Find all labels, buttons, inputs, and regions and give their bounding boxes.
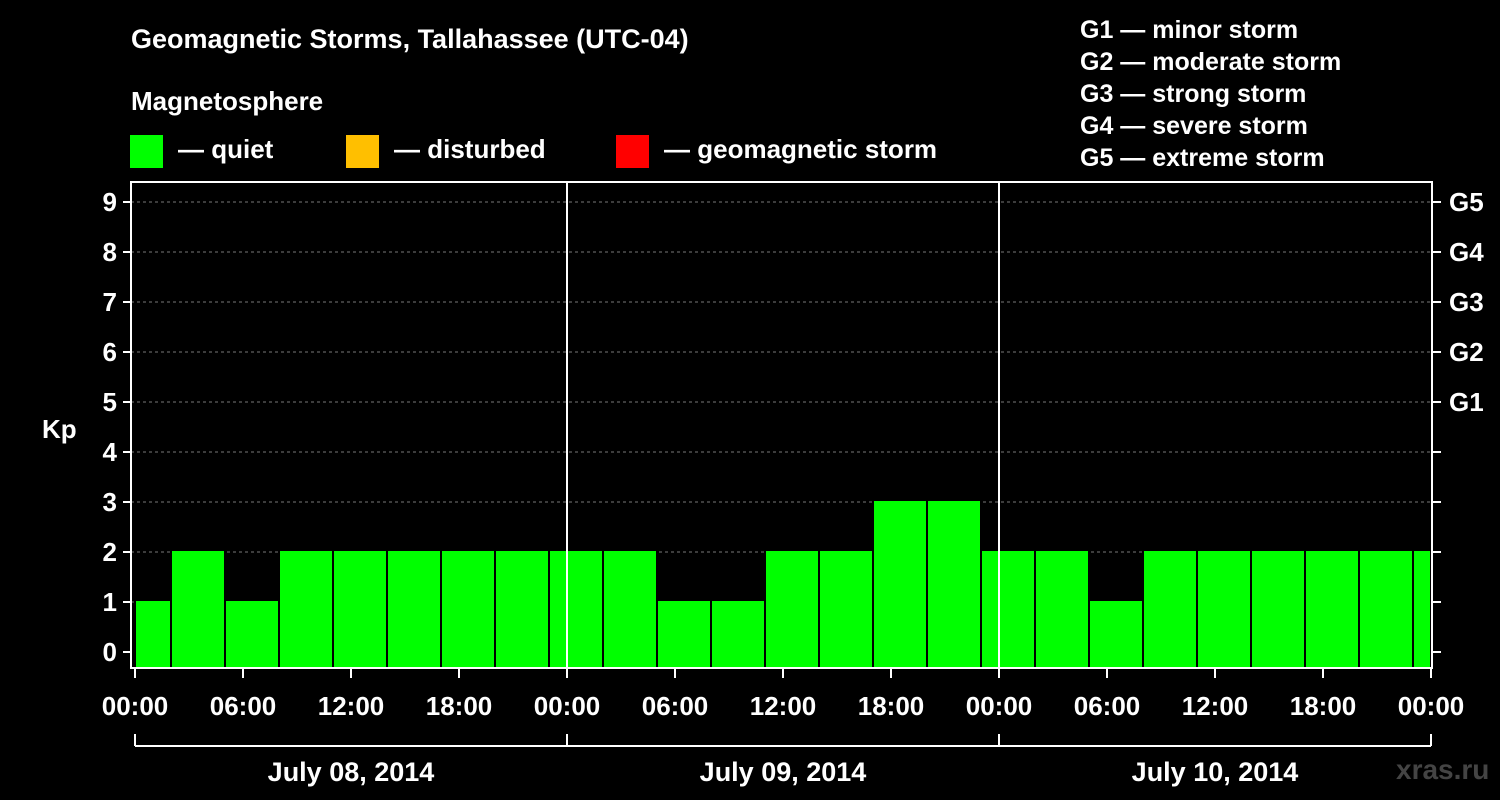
storm-scale-g2: G2 — moderate storm	[1080, 48, 1342, 76]
y-tick-label: 8	[103, 237, 117, 267]
kp-bar-16	[982, 551, 1034, 667]
storm-scale-g3: G3 — strong storm	[1080, 80, 1307, 108]
kp-bar-2	[226, 601, 278, 667]
x-tick-label: 00:00	[102, 691, 169, 721]
kp-bar-23	[1360, 551, 1412, 667]
x-tick-label: 00:00	[1398, 691, 1465, 721]
kp-bar-22	[1306, 551, 1358, 667]
legend-label-quiet: — quiet	[178, 134, 274, 164]
x-tick-label: 12:00	[750, 691, 817, 721]
y-tick-label: 1	[103, 587, 117, 617]
storm-scale-g5: G5 — extreme storm	[1080, 144, 1325, 172]
legend-label-disturbed: — disturbed	[394, 134, 546, 164]
storm-scale-legend: G1 — minor storm G2 — moderate storm G3 …	[1080, 14, 1341, 174]
kp-bar-11	[712, 601, 764, 667]
kp-bar-20	[1198, 551, 1250, 667]
kp-bar-21	[1252, 551, 1304, 667]
day-label: July 09, 2014	[700, 757, 867, 787]
x-tick-label: 00:00	[966, 691, 1033, 721]
x-tick-label: 06:00	[642, 691, 709, 721]
day-label: July 08, 2014	[268, 757, 435, 787]
chart-subtitle: Magnetosphere	[131, 86, 324, 116]
day-label: July 10, 2014	[1132, 757, 1299, 787]
plot-frame	[130, 181, 1433, 669]
right-axis-label-G1: G1	[1449, 387, 1484, 417]
right-axis-label-G4: G4	[1449, 237, 1484, 267]
x-tick-label: 12:00	[318, 691, 385, 721]
storm-scale-g1: G1 — minor storm	[1080, 16, 1299, 44]
right-axis-label-G3: G3	[1449, 287, 1484, 317]
kp-bar-24	[1414, 551, 1430, 667]
legend-swatch-disturbed	[346, 135, 379, 168]
legend-swatch-quiet	[130, 135, 163, 168]
y-tick-label: 9	[103, 187, 117, 217]
kp-bar-5	[388, 551, 440, 667]
y-tick-label: 5	[103, 387, 117, 417]
watermark: xras.ru	[1396, 754, 1490, 785]
storm-scale-g4: G4 — severe storm	[1080, 112, 1308, 140]
x-tick-label: 18:00	[858, 691, 925, 721]
kp-bar-17	[1036, 551, 1088, 667]
kp-bar-6	[442, 551, 494, 667]
legend-label-storm: — geomagnetic storm	[664, 134, 938, 164]
kp-bar-18	[1090, 601, 1142, 667]
kp-bar-13	[820, 551, 872, 667]
y-tick-label: 0	[103, 637, 117, 667]
kp-bar-8	[550, 551, 602, 667]
x-tick-label: 06:00	[210, 691, 277, 721]
x-tick-label: 06:00	[1074, 691, 1141, 721]
y-tick-label: 4	[103, 437, 118, 467]
kp-bar-19	[1144, 551, 1196, 667]
x-tick-label: 12:00	[1182, 691, 1249, 721]
kp-bar-9	[604, 551, 656, 667]
legend-swatch-storm	[616, 135, 649, 168]
kp-bar-4	[334, 551, 386, 667]
right-axis-label-G2: G2	[1449, 337, 1484, 367]
kp-bar-15	[928, 501, 980, 667]
y-tick-label: 6	[103, 337, 117, 367]
kp-bar-7	[496, 551, 548, 667]
kp-bar-3	[280, 551, 332, 667]
kp-bar-12	[766, 551, 818, 667]
x-tick-label: 00:00	[534, 691, 601, 721]
kp-bar-0	[136, 601, 170, 667]
x-tick-label: 18:00	[1290, 691, 1357, 721]
y-tick-label: 3	[103, 487, 117, 517]
y-axis-title: Kp	[42, 414, 77, 444]
kp-bar-14	[874, 501, 926, 667]
y-tick-label: 2	[103, 537, 117, 567]
chart-title: Geomagnetic Storms, Tallahassee (UTC-04)	[131, 24, 689, 54]
right-axis-label-G5: G5	[1449, 187, 1484, 217]
kp-bar-10	[658, 601, 710, 667]
kp-bar-1	[172, 551, 224, 667]
x-tick-label: 18:00	[426, 691, 493, 721]
y-tick-label: 7	[103, 287, 117, 317]
